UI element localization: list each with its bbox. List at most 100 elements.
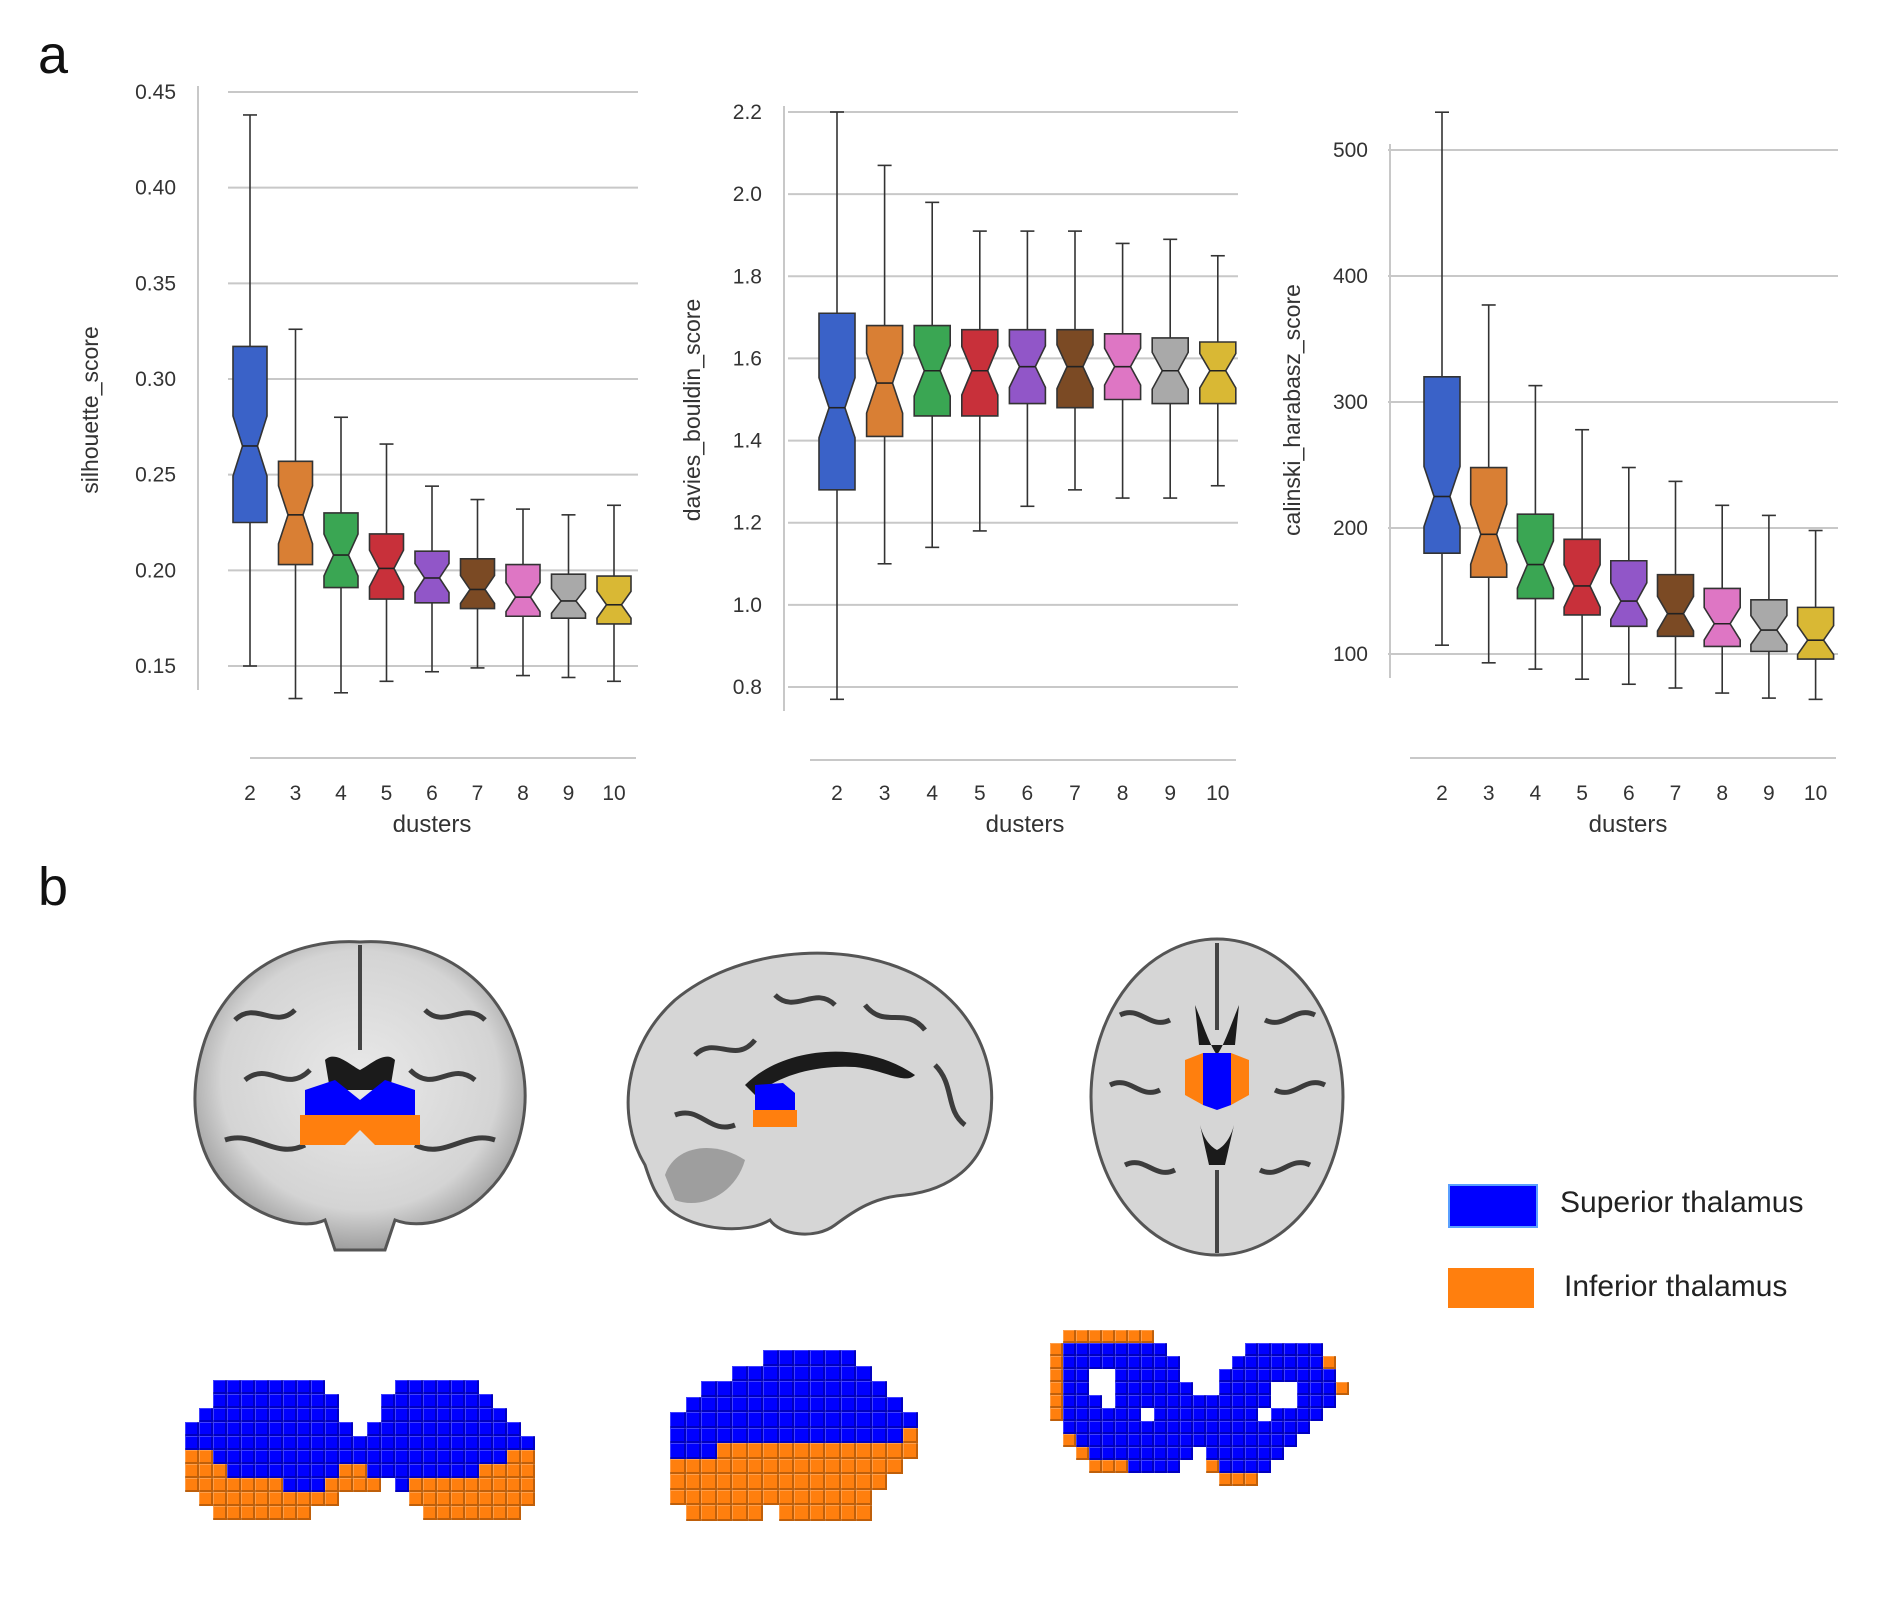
superior-voxel: [856, 1427, 872, 1443]
superior-voxel: [255, 1408, 269, 1422]
superior-voxel: [1141, 1421, 1154, 1434]
superior-voxel: [255, 1394, 269, 1408]
superior-voxel: [1180, 1421, 1193, 1434]
superior-voxel: [840, 1350, 856, 1366]
superior-voxel: [1271, 1343, 1284, 1356]
superior-voxel: [747, 1381, 763, 1397]
superior-voxel: [409, 1394, 423, 1408]
inferior-voxel: [507, 1478, 521, 1492]
superior-voxel: [732, 1381, 748, 1397]
superior-voxel: [479, 1408, 493, 1422]
superior-voxel: [1115, 1382, 1128, 1395]
superior-voxel: [353, 1450, 367, 1464]
superior-voxel: [213, 1450, 227, 1464]
inferior-voxel: [507, 1506, 521, 1520]
superior-voxel: [701, 1396, 717, 1412]
inferior-voxel: [1063, 1434, 1076, 1447]
superior-voxel: [381, 1408, 395, 1422]
inferior-voxel: [241, 1492, 255, 1506]
inferior-voxel: [493, 1492, 507, 1506]
inferior-voxel: [1063, 1330, 1076, 1343]
inferior-voxel: [199, 1450, 213, 1464]
superior-voxel: [778, 1350, 794, 1366]
superior-voxel: [747, 1365, 763, 1381]
superior-voxel: [747, 1427, 763, 1443]
inferior-voxel: [809, 1474, 825, 1490]
superior-voxel: [437, 1408, 451, 1422]
y-tick-label: 500: [1333, 139, 1368, 162]
superior-voxel: [297, 1450, 311, 1464]
superior-voxel: [297, 1436, 311, 1450]
superior-voxel: [465, 1422, 479, 1436]
superior-voxel: [1089, 1434, 1102, 1447]
superior-voxel: [1063, 1382, 1076, 1395]
x-tick-label: 3: [290, 782, 302, 805]
superior-voxel: [409, 1450, 423, 1464]
superior-voxel: [1180, 1382, 1193, 1395]
superior-voxel: [521, 1436, 535, 1450]
superior-voxel: [1063, 1343, 1076, 1356]
superior-voxel: [297, 1394, 311, 1408]
superior-voxel: [1323, 1395, 1336, 1408]
superior-voxel: [311, 1478, 325, 1492]
superior-voxel: [685, 1427, 701, 1443]
inferior-voxel: [887, 1458, 903, 1474]
inferior-voxel: [465, 1478, 479, 1492]
superior-voxel: [325, 1422, 339, 1436]
superior-voxel: [311, 1422, 325, 1436]
inferior-voxel: [670, 1474, 686, 1490]
y-axis-label: silhouette_score: [77, 326, 103, 494]
superior-voxel: [325, 1464, 339, 1478]
inferior-voxel: [521, 1492, 535, 1506]
superior-voxel: [437, 1394, 451, 1408]
superior-voxel: [763, 1427, 779, 1443]
inferior-voxel: [283, 1506, 297, 1520]
superior-voxel: [840, 1381, 856, 1397]
superior-voxel: [701, 1443, 717, 1459]
superior-voxel: [1284, 1434, 1297, 1447]
inferior-voxel: [794, 1458, 810, 1474]
inferior-voxel: [451, 1506, 465, 1520]
superior-voxel: [199, 1408, 213, 1422]
superior-voxel: [1102, 1343, 1115, 1356]
superior-voxel: [1141, 1369, 1154, 1382]
inferior-voxel: [1232, 1473, 1245, 1486]
superior-voxel: [1232, 1434, 1245, 1447]
inferior-voxel: [840, 1489, 856, 1505]
inferior-voxel: [701, 1458, 717, 1474]
superior-voxel: [1284, 1408, 1297, 1421]
superior-voxel: [423, 1464, 437, 1478]
superior-voxel: [311, 1408, 325, 1422]
inferior-voxel: [493, 1478, 507, 1492]
y-axis-label: calinski_harabasz_score: [1279, 284, 1305, 536]
superior-voxel: [381, 1422, 395, 1436]
inferior-voxel: [809, 1505, 825, 1521]
superior-voxel: [887, 1427, 903, 1443]
inferior-voxel: [241, 1506, 255, 1520]
superior-voxel: [871, 1412, 887, 1428]
superior-voxel: [1076, 1343, 1089, 1356]
superior-voxel: [778, 1412, 794, 1428]
superior-voxel: [670, 1427, 686, 1443]
inferior-voxel: [887, 1443, 903, 1459]
superior-voxel: [367, 1450, 381, 1464]
inferior-voxel: [507, 1464, 521, 1478]
superior-voxel: [1310, 1395, 1323, 1408]
x-tick-label: 7: [472, 782, 484, 805]
superior-voxel: [685, 1396, 701, 1412]
superior-voxel: [381, 1394, 395, 1408]
superior-voxel: [395, 1436, 409, 1450]
superior-voxel: [241, 1394, 255, 1408]
superior-voxel: [1141, 1460, 1154, 1473]
inferior-voxel: [353, 1464, 367, 1478]
superior-voxel: [1245, 1460, 1258, 1473]
inferior-voxel: [185, 1478, 199, 1492]
superior-voxel: [1245, 1434, 1258, 1447]
inferior-voxel: [825, 1489, 841, 1505]
superior-voxel: [227, 1450, 241, 1464]
superior-voxel: [887, 1412, 903, 1428]
superior-voxel: [479, 1394, 493, 1408]
superior-voxel: [1193, 1408, 1206, 1421]
superior-voxel: [1258, 1369, 1271, 1382]
inferior-voxel: [423, 1506, 437, 1520]
